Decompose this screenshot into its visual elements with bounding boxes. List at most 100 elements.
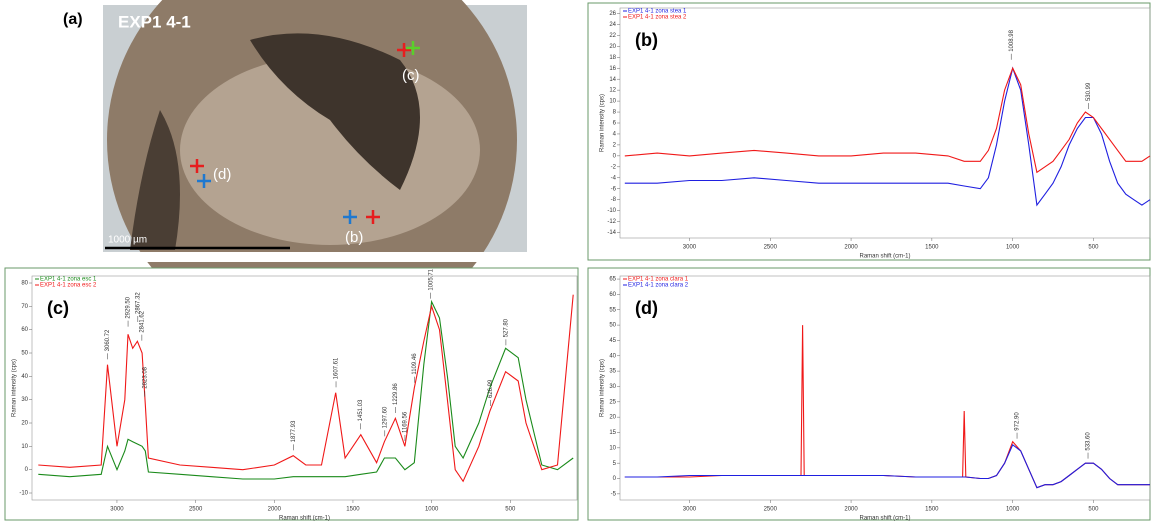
marker-cross: [343, 210, 357, 224]
x-tick-label: 1000: [1006, 507, 1020, 513]
y-tick-label: 0: [613, 476, 617, 482]
y-tick-label: 5: [613, 461, 617, 467]
y-tick-label: 30: [609, 384, 616, 390]
legend-label: EXP1 4-1 zona esc 1: [40, 277, 97, 283]
y-axis-title: Raman intensity (cps): [600, 94, 606, 152]
x-tick-label: 1500: [925, 245, 939, 251]
x-tick-label: 500: [505, 507, 516, 513]
series-line: [38, 294, 574, 483]
dark-region: [250, 33, 420, 191]
y-tick-label: 12: [609, 88, 616, 94]
y-tick-label: 16: [609, 66, 616, 72]
x-tick-label: 500: [1088, 245, 1099, 251]
y-tick-label: 20: [609, 44, 616, 50]
y-tick-label: 8: [613, 110, 617, 116]
series-line: [624, 66, 1151, 207]
series-line: [624, 66, 1151, 174]
panel-frame: [587, 2, 1151, 261]
y-tick-label: 4: [613, 132, 617, 138]
peak-label: 1607.61: [334, 357, 340, 379]
peak-label: 1877.93: [291, 420, 297, 442]
photo-title: EXP1 4-1: [118, 12, 191, 31]
x-tick-label: 1500: [346, 507, 360, 513]
y-tick-label: 10: [21, 444, 28, 450]
x-tick-label: 3000: [110, 507, 124, 513]
plot-area: [619, 275, 1151, 501]
panel-label: (b): [635, 30, 658, 50]
peak-label: 1109.46: [412, 353, 418, 375]
y-tick-label: 10: [609, 99, 616, 105]
y-tick-label: 10: [609, 445, 616, 451]
series-line: [38, 299, 574, 480]
legend-label: EXP1 4-1 zona esc 2: [40, 283, 97, 289]
panel-label: (c): [47, 298, 69, 318]
y-tick-label: 35: [609, 369, 616, 375]
markers: [190, 41, 420, 224]
y-tick-label: 14: [609, 77, 616, 83]
marker-cross: [366, 210, 380, 224]
series-line: [624, 443, 1150, 489]
legend-label: EXP1 4-1 zona clara 1: [628, 277, 689, 283]
x-tick-label: 1500: [925, 507, 939, 513]
peak-label: 3060.72: [105, 329, 111, 351]
dark-edge: [130, 110, 180, 250]
marker-cross: [397, 43, 411, 57]
x-tick-label: 2000: [844, 245, 858, 251]
y-tick-label: 6: [613, 121, 617, 127]
y-axis-title: Raman intensity (cps): [12, 359, 18, 417]
panel-label: (a): [63, 11, 83, 28]
peak-label: 972.90: [1015, 412, 1021, 431]
y-tick-label: 40: [21, 374, 28, 380]
y-tick-label: 24: [609, 22, 616, 28]
peak-label: 2867.32: [135, 292, 141, 314]
y-tick-label: -10: [607, 208, 616, 214]
y-tick-label: 30: [21, 397, 28, 403]
x-axis-title: Raman shift (cm-1): [859, 516, 910, 521]
peak-label: 2823.08: [142, 366, 148, 388]
y-tick-label: -5: [611, 491, 617, 497]
y-tick-label: 18: [609, 55, 616, 61]
x-axis-title: Raman shift (cm-1): [859, 254, 910, 260]
y-tick-label: 50: [609, 323, 616, 329]
y-tick-label: 45: [609, 338, 616, 344]
x-tick-label: 3000: [683, 245, 697, 251]
y-tick-label: 2: [613, 142, 617, 148]
peak-label: 527.80: [503, 318, 509, 337]
marker-label: (c): [402, 67, 420, 84]
peak-label: 626.99: [488, 379, 494, 398]
peak-label: 1451.03: [358, 399, 364, 421]
x-tick-label: 2500: [764, 507, 778, 513]
peak-label: 2841.62: [139, 310, 145, 332]
y-tick-label: 22: [609, 33, 616, 39]
peak-label: 1229.86: [393, 383, 399, 405]
peak-label: 1008.98: [1009, 29, 1015, 51]
x-tick-label: 1000: [1006, 245, 1020, 251]
scale-bar-label: 1000 µm: [108, 235, 147, 246]
y-tick-label: 70: [21, 304, 28, 310]
y-tick-label: 0: [613, 153, 617, 159]
marker-cross: [197, 174, 211, 188]
photo-mask: [103, 252, 527, 262]
x-tick-label: 2000: [844, 507, 858, 513]
y-tick-label: -2: [611, 164, 617, 170]
y-tick-label: -12: [607, 219, 616, 225]
panel-label: (d): [635, 298, 658, 318]
plot-area: [31, 275, 578, 501]
y-tick-label: 20: [609, 415, 616, 421]
peak-label: 1005.71: [428, 268, 434, 290]
y-tick-label: 60: [21, 327, 28, 333]
y-tick-label: 15: [609, 430, 616, 436]
y-tick-label: -10: [19, 491, 28, 497]
marker-cross: [406, 41, 420, 55]
y-tick-label: 26: [609, 11, 616, 17]
legend-label: EXP1 4-1 zona clara 2: [628, 283, 689, 289]
x-tick-label: 3000: [683, 507, 697, 513]
y-tick-label: 50: [21, 351, 28, 357]
x-tick-label: 2000: [268, 507, 282, 513]
legend-label: EXP1 4-1 zona stea 1: [628, 9, 687, 15]
x-tick-label: 2500: [764, 245, 778, 251]
panel-frame: [587, 267, 1151, 521]
y-tick-label: -14: [607, 230, 616, 236]
